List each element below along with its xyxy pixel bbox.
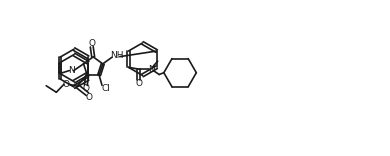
Text: N: N bbox=[148, 65, 154, 74]
Text: N: N bbox=[68, 66, 75, 75]
Text: O: O bbox=[86, 93, 93, 102]
Text: NH: NH bbox=[110, 51, 123, 60]
Text: O: O bbox=[82, 84, 89, 93]
Text: O: O bbox=[135, 79, 142, 88]
Text: O: O bbox=[88, 39, 95, 48]
Text: O: O bbox=[63, 80, 70, 89]
Text: Cl: Cl bbox=[101, 84, 110, 93]
